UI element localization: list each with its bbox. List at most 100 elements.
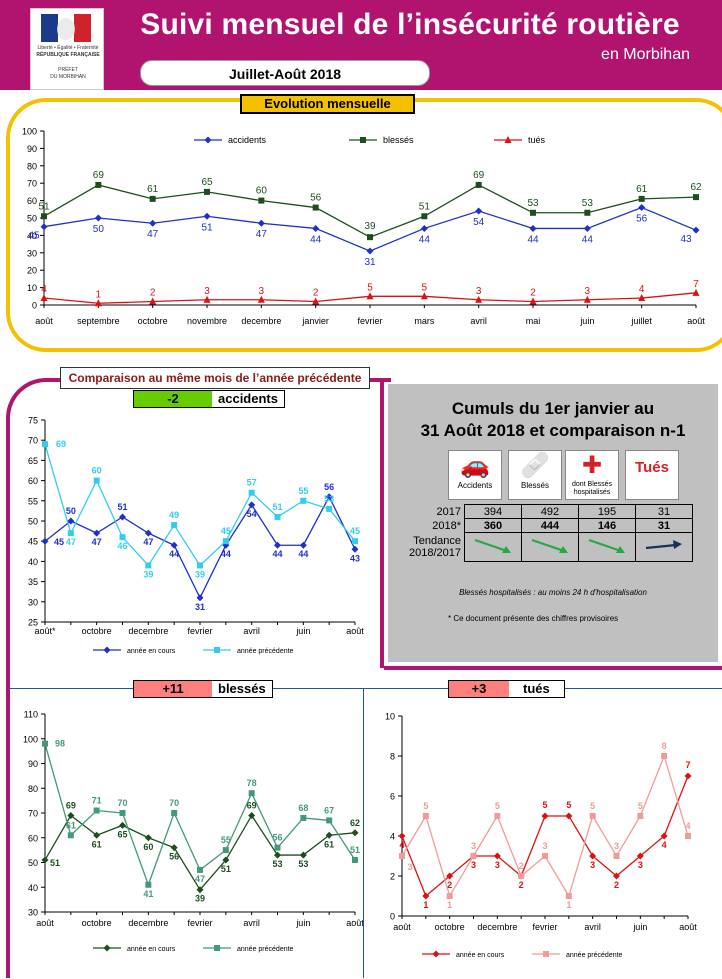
data-point xyxy=(145,881,152,888)
x-tick-label: decembre xyxy=(241,316,281,326)
data-point xyxy=(144,834,152,842)
legend-label: année précédente xyxy=(237,946,294,953)
data-point xyxy=(475,181,482,188)
y-tick-label: 0 xyxy=(32,301,37,311)
data-point xyxy=(352,857,358,864)
data-label: 4 xyxy=(662,840,667,850)
data-point xyxy=(493,852,501,860)
data-point xyxy=(326,817,333,824)
data-point xyxy=(203,212,211,220)
x-tick-label: avril xyxy=(243,626,260,636)
x-tick-label: août xyxy=(679,922,697,932)
y-tick-label: 20 xyxy=(27,266,37,276)
marianne-flag-icon xyxy=(41,14,91,42)
note-provisional: * Ce document présente des chiffres prov… xyxy=(448,614,619,623)
data-point xyxy=(94,214,102,222)
x-tick-label: juillet xyxy=(630,316,652,326)
blesses-comparison-chart: 30 40 50 60 70 80 90 100 110 août octobre decembre f… xyxy=(23,710,364,954)
x-tick-label: juin xyxy=(579,316,594,326)
data-point xyxy=(274,541,281,549)
data-point xyxy=(300,814,307,821)
data-point xyxy=(299,541,307,549)
data-point xyxy=(257,295,265,303)
cell-2017-tues: 31 xyxy=(635,504,693,519)
data-point xyxy=(530,209,536,216)
x-tick-label: juin xyxy=(295,918,310,928)
trend-arrow-accidents xyxy=(464,532,522,562)
data-point xyxy=(258,197,265,204)
data-point xyxy=(41,537,49,545)
y-tick-label: 30 xyxy=(28,597,38,607)
data-point xyxy=(274,851,281,859)
icon-label-tues: Tués xyxy=(635,459,669,476)
x-tick-label: avril xyxy=(584,922,601,932)
cell-2018-tues: 31 xyxy=(635,518,693,533)
data-point xyxy=(446,872,454,880)
data-label: 56 xyxy=(324,482,334,492)
data-point xyxy=(589,813,596,819)
data-label: 69 xyxy=(247,800,257,810)
data-point xyxy=(248,501,256,509)
logo-motto: Liberté • Égalité • Fraternité xyxy=(37,45,99,51)
cell-2017-hospitalises: 195 xyxy=(578,504,636,519)
data-label: 44 xyxy=(298,549,308,559)
data-label: 3 xyxy=(407,862,412,872)
injured-person-icon: 🩹 Blessés xyxy=(508,450,562,500)
data-point xyxy=(248,489,255,496)
data-label: 49 xyxy=(169,510,179,520)
page-title: Suivi mensuel de l’insécurité routière xyxy=(140,8,680,41)
data-point xyxy=(222,856,230,864)
data-label: 5 xyxy=(566,800,571,810)
y-tick-label: 8 xyxy=(390,752,395,762)
y-tick-label: 40 xyxy=(27,231,37,241)
data-label: 2 xyxy=(313,288,319,299)
data-label: 2 xyxy=(447,880,452,890)
data-point xyxy=(144,529,152,537)
icon-label-accidents: Accidents xyxy=(457,481,493,490)
divider-vertical xyxy=(363,688,364,978)
trend-label-1: Tendance xyxy=(413,535,461,547)
data-label: 57 xyxy=(247,478,257,488)
data-label: 53 xyxy=(272,859,282,869)
data-label: 5 xyxy=(495,801,500,811)
cumuls-table: 2017 394 492 195 31 2018* 360 444 146 31… xyxy=(406,504,693,562)
y-tick-label: 70 xyxy=(27,179,37,189)
data-label: 43 xyxy=(350,553,360,563)
cumuls-row-trend: Tendance 2018/2017 xyxy=(406,532,693,562)
data-label: 51 xyxy=(201,222,213,233)
legend-marker xyxy=(543,951,549,957)
divider-horizontal xyxy=(10,688,722,689)
data-label: 61 xyxy=(147,184,159,195)
y-tick-label: 0 xyxy=(390,912,395,922)
data-point xyxy=(422,813,429,819)
data-point xyxy=(197,866,203,873)
data-label: 4 xyxy=(41,284,47,295)
data-point xyxy=(637,813,644,819)
data-label: 60 xyxy=(256,186,268,197)
data-label: 44 xyxy=(310,234,322,245)
y-tick-label: 60 xyxy=(28,833,38,843)
legend-label: tués xyxy=(528,135,546,145)
data-label: 45 xyxy=(350,526,360,536)
data-point xyxy=(398,832,406,840)
icon-label-hospitalises: dont Blessés hospitalisés xyxy=(571,481,613,496)
data-label: 1 xyxy=(566,900,571,910)
series-line-1 xyxy=(401,754,689,898)
data-label: 47 xyxy=(195,874,205,884)
logo-morbihan: DU MORBIHAN xyxy=(50,74,86,80)
data-point xyxy=(94,299,102,307)
data-label: 69 xyxy=(56,439,66,449)
data-label: 51 xyxy=(38,201,50,212)
data-label: 56 xyxy=(169,852,179,862)
data-label: 3 xyxy=(259,286,265,297)
y-tick-label: 2 xyxy=(390,872,395,882)
x-tick-label: octobre xyxy=(435,922,465,932)
data-label: 78 xyxy=(247,778,257,788)
x-tick-label: fevrier xyxy=(187,626,212,636)
x-tick-label: septembre xyxy=(77,316,120,326)
data-label: 3 xyxy=(590,860,595,870)
x-tick-label: juin xyxy=(632,922,647,932)
data-point xyxy=(494,813,501,819)
data-point xyxy=(274,513,281,520)
data-point xyxy=(475,295,483,303)
